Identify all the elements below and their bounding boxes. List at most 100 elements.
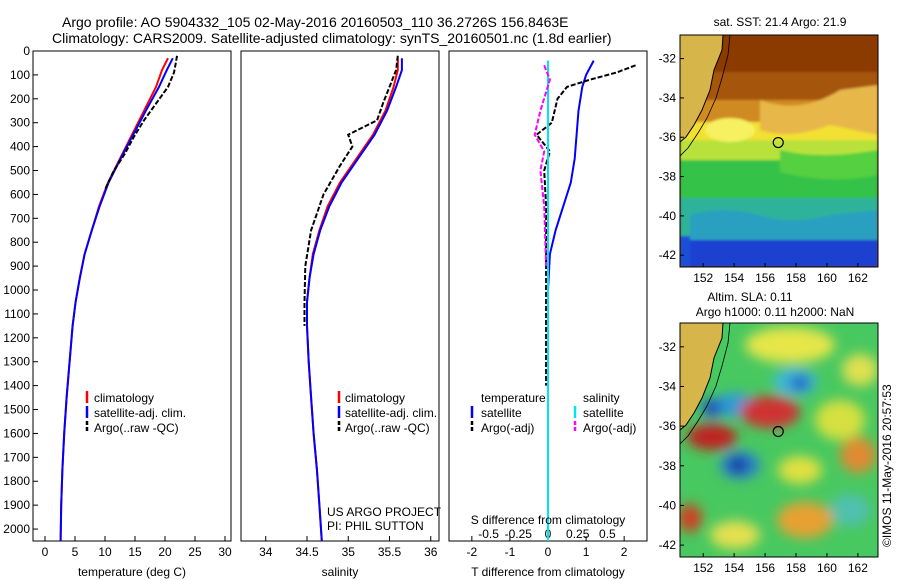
- map-x-tick-label: 160: [817, 271, 837, 285]
- series-line-1-2: [303, 55, 399, 326]
- map-y-tick-label: -38: [659, 170, 677, 184]
- temperature-series: [59, 55, 178, 542]
- salinity-frame: [240, 50, 440, 542]
- map-y-tick-label: -32: [659, 52, 677, 66]
- y-tick-label: 1600: [3, 426, 30, 440]
- coast-land: [680, 323, 723, 430]
- map-y-tick-label: -36: [659, 130, 677, 144]
- legend-title-temperature: temperature: [481, 391, 546, 405]
- salinity-legend: climatology satellite-adj. clim. Argo(..…: [337, 391, 437, 435]
- legend-label-argo: Argo(..raw -QC): [94, 421, 179, 435]
- x-tick-label: 34.5: [295, 545, 319, 559]
- legend-label-satellite: satellite-adj. clim.: [345, 406, 437, 420]
- difference-series: [533, 60, 636, 541]
- series-line-0-2: [104, 55, 178, 191]
- temperature-legend: climatology satellite-adj. clim. Argo(..…: [85, 391, 186, 435]
- shelf-contour: [680, 323, 731, 445]
- map-y-tick-label: -40: [659, 209, 677, 223]
- project-annotation-line1: US ARGO PROJECT: [327, 505, 442, 519]
- temperature-frame: [32, 50, 232, 542]
- legend-label-sal-argo: Argo(-adj): [583, 421, 636, 435]
- header-line2: Climatology: CARS2009. Satellite-adjuste…: [52, 30, 612, 46]
- coastline: [680, 35, 724, 143]
- map-y-tick-label: -38: [659, 459, 677, 473]
- map-y-tick-label: -32: [659, 340, 677, 354]
- y-tick-label: 1900: [3, 498, 30, 512]
- map-x-tick-label: 156: [755, 561, 775, 575]
- temperature-xlabel: temperature (deg C): [78, 565, 186, 579]
- y-tick-label: 100: [10, 68, 30, 82]
- series-line-1-1: [306, 58, 403, 542]
- x-tick-label: 34: [259, 545, 273, 559]
- map-x-tick-label: 162: [848, 271, 868, 285]
- y-tick-label: 1200: [3, 331, 30, 345]
- y-tick-label: 1000: [3, 283, 30, 297]
- series-line-2-1: [535, 64, 636, 386]
- y-tick-label: 300: [10, 116, 30, 130]
- y-tick-label: 1100: [4, 307, 30, 321]
- legend-label-climatology: climatology: [94, 391, 154, 405]
- sst-map-title: sat. SST: 21.4 Argo: 21.9: [714, 15, 847, 29]
- legend-label-argo: Argo(..raw -QC): [345, 421, 430, 435]
- x-tick-label: 0: [42, 545, 49, 559]
- series-line-2-3: [533, 64, 551, 267]
- map-y-tick-label: -40: [659, 498, 677, 512]
- y-tick-label: 600: [10, 187, 30, 201]
- difference-xlabel-top: S difference from climatology: [471, 513, 626, 527]
- copyright-stamp: ©IMOS 11-May-2016 20:57:53: [880, 384, 894, 547]
- project-annotation-line2: PI: PHIL SUTTON: [327, 519, 424, 533]
- sla-field: [680, 323, 878, 557]
- x-tick-label: 10: [98, 545, 112, 559]
- y-tick-label: 200: [10, 92, 30, 106]
- x-tick-label: 35.5: [378, 545, 402, 559]
- y-tick-label: 400: [10, 140, 30, 154]
- x-tick-label: -2: [467, 545, 478, 559]
- y-tick-label: 1400: [3, 379, 30, 393]
- sla-map-panel: Altim. SLA: 0.11 Argo h1000: 0.11 h2000:…: [659, 290, 879, 575]
- map-x-tick-label: 154: [724, 561, 744, 575]
- y-tick-label: 1800: [3, 474, 30, 488]
- coastline: [680, 323, 724, 431]
- y-tick-label: 800: [10, 235, 30, 249]
- y-tick-label: 1700: [3, 450, 30, 464]
- difference-xlabel: T difference from climatology: [471, 565, 625, 579]
- temperature-x-ticks: 0 5 10 15 20 25 30: [42, 536, 232, 559]
- map-y-tick-label: -42: [659, 248, 677, 262]
- salinity-panel: 34 34.5 35 35.5 36 salinity climatology sate…: [240, 50, 442, 579]
- map-x-tick-label: 160: [817, 561, 837, 575]
- sla-map-frame: [679, 322, 879, 558]
- x-tick-label: 36: [424, 545, 438, 559]
- sla-map-subtitle: Argo h1000: 0.11 h2000: NaN: [696, 305, 855, 319]
- legend-label-climatology: climatology: [345, 391, 405, 405]
- legend-label-temp-argo: Argo(-adj): [481, 421, 534, 435]
- map-y-tick-label: -34: [659, 91, 677, 105]
- legend-label-sal-satellite: satellite: [583, 406, 624, 420]
- sst-map-frame: [679, 34, 879, 268]
- map-x-tick-label: 152: [693, 271, 713, 285]
- map-y-tick-label: -34: [659, 379, 677, 393]
- y-tick-label: 2000: [3, 522, 30, 536]
- map-x-tick-label: 152: [693, 561, 713, 575]
- temperature-y-ticks: 0 100 200 300 400 500 600 700 800 900 1000 1100 1200…: [3, 44, 38, 536]
- difference-legend: temperature salinity satellite Argo(-adj…: [470, 391, 636, 435]
- sla-argo-marker: [772, 425, 784, 438]
- y-tick-label: 0: [23, 44, 30, 58]
- x-tick-label-top: -0.5: [478, 527, 499, 541]
- difference-panel: -2 -1 0 1 2-0.5 -0.25 0 0.25 0.5 S difference fr…: [448, 50, 648, 579]
- map-x-tick-label: 156: [755, 271, 775, 285]
- salinity-x-ticks: 34 34.5 35 35.5 36: [259, 536, 438, 559]
- legend-title-salinity: salinity: [583, 391, 620, 405]
- sst-map-panel: sat. SST: 21.4 Argo: 21.9: [659, 15, 879, 285]
- x-tick-label-top: -0.25: [505, 527, 533, 541]
- series-line-2-0: [547, 60, 595, 541]
- x-tick-label: 0: [545, 545, 552, 559]
- map-y-tick-label: -42: [659, 538, 677, 552]
- sst-field: [680, 35, 878, 267]
- map-x-tick-label: 162: [848, 561, 868, 575]
- legend-label-satellite: satellite-adj. clim.: [94, 406, 186, 420]
- legend-label-temp-satellite: satellite: [481, 406, 522, 420]
- x-tick-label: 20: [158, 545, 172, 559]
- sla-map-title: Altim. SLA: 0.11: [707, 290, 792, 304]
- shelf-contour: [680, 35, 731, 157]
